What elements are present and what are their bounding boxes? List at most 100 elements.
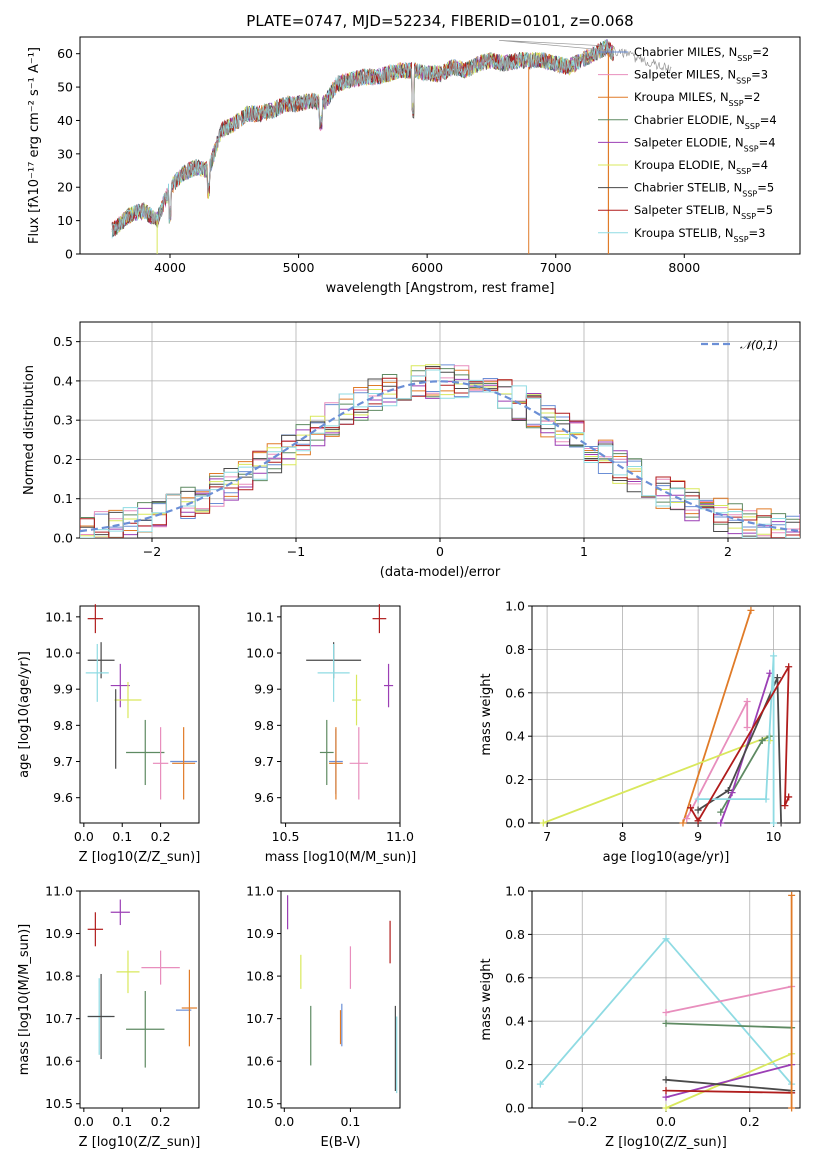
y-tick-label: 9.7 xyxy=(53,754,73,769)
y-tick-label: 10.8 xyxy=(45,969,73,984)
weight-series-line xyxy=(665,985,792,1014)
x-tick-label: 8 xyxy=(619,829,627,844)
legend-entry: Kroupa STELIB, NSSP=3 xyxy=(634,226,765,244)
x-tick-label: 0.2 xyxy=(151,1114,171,1129)
x-axis-label: Z [log10(Z/Z_sun)] xyxy=(605,1135,727,1150)
weight-marker xyxy=(694,817,702,825)
axes-frame xyxy=(280,890,401,1109)
y-tick-label: 10 xyxy=(57,213,73,228)
weight-marker xyxy=(662,935,670,943)
y-tick-label: 11.0 xyxy=(246,884,274,899)
weight-marker xyxy=(788,1104,796,1112)
y-tick-label: 9.7 xyxy=(254,754,274,769)
errorbar-point xyxy=(349,727,368,800)
y-tick-label: 9.9 xyxy=(53,682,73,697)
errorbar-point xyxy=(87,604,104,634)
weight-series-line xyxy=(697,677,782,824)
y-tick-label: 10.6 xyxy=(246,1054,274,1069)
y-tick-label: 10.5 xyxy=(246,1096,274,1111)
y-axis-label: mass weight xyxy=(479,673,494,755)
errorbar-point xyxy=(383,663,394,708)
weight-marker xyxy=(662,1019,670,1027)
weight-marker xyxy=(743,697,751,705)
y-axis-label: age [log10(age/yr)] xyxy=(17,651,32,778)
weight-marker xyxy=(770,819,778,827)
weight-marker xyxy=(679,819,687,827)
y-tick-label: 20 xyxy=(57,180,73,195)
x-tick-label: −1 xyxy=(287,544,305,559)
weight-marker xyxy=(743,724,751,732)
errorbar-point xyxy=(116,950,140,994)
axes-frame xyxy=(79,36,801,255)
errorbar-point xyxy=(141,950,180,985)
x-tick-label: 2 xyxy=(724,544,732,559)
x-tick-label: 0.0 xyxy=(74,1114,94,1129)
histogram-steps xyxy=(80,364,800,538)
y-tick-label: 30 xyxy=(57,146,73,161)
y-tick-label: 0.0 xyxy=(505,816,525,831)
residual-panel: −2 −1 0 1 2 0.0 0.1 0.2 0.3 0.4 0.5 (data-model)/er… xyxy=(22,321,801,580)
x-tick-label: 11.0 xyxy=(386,829,414,844)
y-tick-label: 10.9 xyxy=(45,926,73,941)
errorbar-point xyxy=(87,642,115,679)
y-axis-label: Normed distribution xyxy=(22,365,37,495)
legend-entry: 𝒩(0,1) xyxy=(740,338,778,352)
weight-marker xyxy=(785,663,793,671)
x-tick-label: 10 xyxy=(766,829,782,844)
weight-marker xyxy=(724,786,732,794)
y-tick-label: 1.0 xyxy=(505,884,525,899)
weight-marker xyxy=(762,795,770,803)
errorbar-point xyxy=(110,899,130,926)
x-tick-label: 4000 xyxy=(154,260,186,275)
y-tick-label: 0 xyxy=(65,247,73,262)
y-tick-label: 10.9 xyxy=(246,926,274,941)
legend-entry: Chabrier ELODIE, NSSP=4 xyxy=(634,113,777,131)
y-tick-label: 0.2 xyxy=(505,1057,525,1072)
weight-marker xyxy=(662,1076,670,1084)
weight-series-line xyxy=(665,1089,792,1094)
weight-marker xyxy=(781,802,789,810)
y-tick-label: 9.9 xyxy=(254,682,274,697)
gaussian-curve xyxy=(80,380,800,533)
spectrum-series-line xyxy=(111,39,672,236)
y-axis-label: Flux [fλ10⁻¹⁷ erg cm⁻² s⁻¹ A⁻¹] xyxy=(27,47,42,244)
y-tick-label: 0.0 xyxy=(53,531,73,546)
y-tick-label: 10.6 xyxy=(45,1054,73,1069)
x-tick-label: 5000 xyxy=(283,260,315,275)
legend-entry: Salpeter ELODIE, NSSP=4 xyxy=(634,135,776,153)
weight-marker xyxy=(694,795,702,803)
y-tick-label: 0.4 xyxy=(53,373,73,388)
y-tick-label: 0.8 xyxy=(505,642,525,657)
spectrum-panel: 4000 5000 6000 7000 8000 0 10 20 30 40 50 60 wavelen… xyxy=(27,36,801,296)
legend-entry: Kroupa ELODIE, NSSP=4 xyxy=(634,158,768,176)
weight-marker xyxy=(785,793,793,801)
x-tick-label: 0.2 xyxy=(740,1114,760,1129)
y-tick-label: 0.0 xyxy=(505,1101,525,1116)
y-tick-label: 10.1 xyxy=(246,609,274,624)
axes-frame xyxy=(280,605,401,824)
legend-entry: Chabrier MILES, NSSP=2 xyxy=(634,45,769,63)
y-tick-label: 9.8 xyxy=(254,718,274,733)
y-tick-label: 0.5 xyxy=(53,334,73,349)
weight-marker xyxy=(770,652,778,660)
weight-marker xyxy=(683,815,691,823)
weight-marker xyxy=(694,806,702,814)
y-axis-label: mass [log10(M/M_sun)] xyxy=(17,924,32,1076)
x-axis-label: Z [log10(Z/Z_sun)] xyxy=(79,1135,201,1150)
x-tick-label: 1 xyxy=(580,544,588,559)
mass_vs_EBV-panel: 0.0 0.1 10.5 10.6 10.7 10.8 10.9 11.0 E(B-V) xyxy=(246,884,401,1150)
x-tick-label: 0.1 xyxy=(112,1114,132,1129)
y-tick-label: 10.0 xyxy=(45,646,73,661)
x-tick-label: 0.0 xyxy=(74,829,94,844)
spectrum-series-line xyxy=(111,39,614,235)
errorbar-point xyxy=(126,719,165,786)
x-axis-label: mass [log10(M/M_sun)] xyxy=(265,850,417,865)
x-tick-label: 0.2 xyxy=(151,829,171,844)
y-tick-label: 10.7 xyxy=(246,1011,274,1026)
weight-series-line xyxy=(698,655,775,823)
weight-series-line xyxy=(719,735,771,813)
x-tick-label: 0.1 xyxy=(340,1114,360,1129)
weight-marker xyxy=(758,737,766,745)
x-tick-label: −0.2 xyxy=(567,1114,597,1129)
axes-frame xyxy=(79,321,801,539)
